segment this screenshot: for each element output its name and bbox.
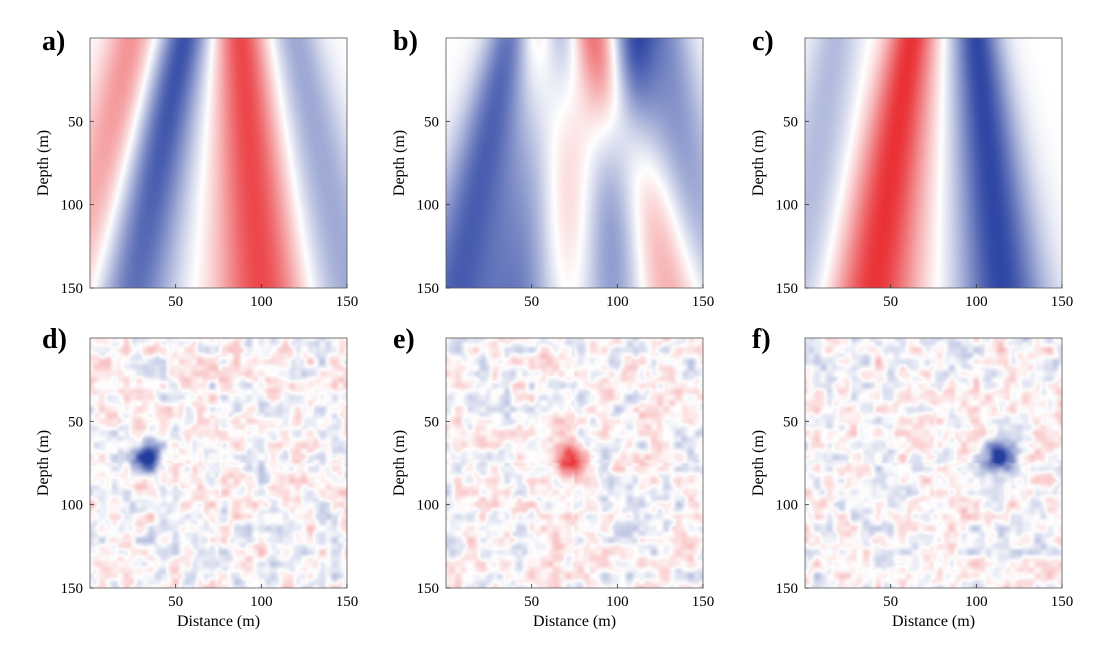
panel-label: d) — [42, 324, 67, 355]
y-tick-label: 100 — [417, 198, 440, 214]
x-tick-label: 50 — [524, 294, 539, 310]
plot-frame — [804, 37, 1063, 289]
y-tick-label: 100 — [61, 498, 84, 514]
panel-label: e) — [393, 324, 415, 355]
heatmap-image — [90, 38, 347, 288]
x-tick-label: 50 — [883, 294, 898, 310]
y-tick-label: 50 — [424, 114, 439, 130]
y-tick-label: 50 — [783, 414, 798, 430]
plot-frame — [89, 337, 348, 589]
x-tick-label: 150 — [692, 594, 715, 610]
panel-d: d) 50 100 150 50 100 150 Depth (m) Distance (m) — [35, 324, 358, 630]
y-axis-label: Depth (m) — [391, 430, 408, 496]
y-tick-label: 50 — [68, 114, 83, 130]
x-axis-label: Distance (m) — [177, 613, 260, 630]
x-axis-label: Distance (m) — [533, 613, 616, 630]
panel-label: a) — [42, 26, 65, 57]
y-tick-label: 100 — [417, 498, 440, 514]
panel-label: c) — [752, 26, 774, 57]
y-axis-label: Depth (m) — [391, 130, 408, 196]
panel-label: f) — [752, 324, 771, 355]
x-tick-label: 50 — [168, 594, 183, 610]
y-tick-label: 150 — [61, 281, 84, 297]
heatmap-image — [446, 38, 703, 288]
plot-frame — [804, 337, 1063, 589]
heatmap-image — [805, 338, 1062, 588]
x-tick-label: 100 — [965, 594, 988, 610]
plot-frame — [445, 337, 704, 589]
panel-b: b) 50 100 150 50 100 150 Depth (m) — [391, 26, 714, 310]
x-tick-label: 50 — [883, 594, 898, 610]
y-tick-label: 150 — [417, 281, 440, 297]
x-tick-label: 100 — [250, 294, 273, 310]
y-tick-label: 50 — [68, 414, 83, 430]
panel-label: b) — [393, 26, 418, 57]
y-tick-label: 150 — [776, 281, 799, 297]
heatmap-image — [446, 338, 703, 588]
panel-c: c) 50 100 150 50 100 150 Depth (m) — [750, 26, 1073, 310]
y-tick-label: 100 — [776, 498, 799, 514]
x-tick-label: 150 — [336, 594, 359, 610]
x-tick-label: 100 — [965, 294, 988, 310]
y-tick-label: 150 — [61, 581, 84, 597]
plot-frame — [89, 37, 348, 289]
plot-frame — [445, 37, 704, 289]
x-axis-label: Distance (m) — [892, 613, 975, 630]
y-tick-label: 50 — [424, 414, 439, 430]
x-tick-label: 150 — [692, 294, 715, 310]
x-tick-label: 50 — [168, 294, 183, 310]
y-tick-label: 50 — [783, 114, 798, 130]
x-tick-label: 150 — [1051, 594, 1074, 610]
x-tick-label: 150 — [1051, 294, 1074, 310]
y-tick-label: 150 — [417, 581, 440, 597]
y-axis-label: Depth (m) — [35, 430, 52, 496]
panel-e: e) 50 100 150 50 100 150 Depth (m) Distance (m) — [391, 324, 714, 630]
y-tick-label: 100 — [776, 198, 799, 214]
x-tick-label: 100 — [250, 594, 273, 610]
heatmap-image — [90, 338, 347, 588]
y-tick-label: 100 — [61, 198, 84, 214]
y-axis-label: Depth (m) — [750, 430, 767, 496]
x-tick-label: 50 — [524, 594, 539, 610]
x-tick-label: 100 — [606, 594, 629, 610]
x-tick-label: 100 — [606, 294, 629, 310]
panel-f: f) 50 100 150 50 100 150 Depth (m) Distance (m) — [750, 324, 1073, 630]
y-axis-label: Depth (m) — [35, 130, 52, 196]
y-axis-label: Depth (m) — [750, 130, 767, 196]
heatmap-image — [805, 38, 1062, 288]
x-tick-label: 150 — [336, 294, 359, 310]
y-tick-label: 150 — [776, 581, 799, 597]
panel-a: a) 50 100 150 50 100 150 Depth (m) — [35, 26, 358, 310]
